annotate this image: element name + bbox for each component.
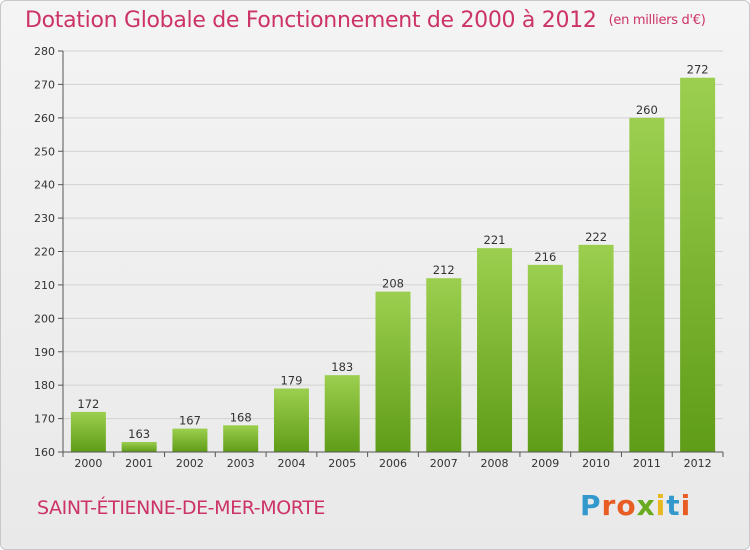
bar-2001 — [121, 441, 157, 452]
logo-letter: i — [680, 489, 692, 522]
bar-2011 — [629, 117, 665, 452]
y-tick-label: 180 — [34, 379, 55, 392]
bar-2009 — [527, 264, 563, 452]
data-label-2011: 260 — [636, 103, 658, 117]
bar-2005 — [324, 375, 360, 452]
chart-title: Dotation Globale de Fonctionnement de 20… — [25, 8, 706, 33]
x-tick-label: 2007 — [430, 457, 458, 470]
x-tick-label: 2002 — [176, 457, 204, 470]
x-tick-label: 2008 — [481, 457, 509, 470]
y-tick-label: 270 — [34, 78, 55, 91]
y-tick-label: 230 — [34, 212, 55, 225]
bar-2006 — [375, 291, 411, 452]
y-tick-label: 220 — [34, 246, 55, 259]
x-axis-tick-labels: 2000 2001 2002 2003 2004 2005 2006 2007 2008 2009… — [62, 452, 724, 470]
data-label-2012: 272 — [687, 63, 709, 77]
data-label-2008: 221 — [484, 233, 506, 247]
x-tick-label: 2009 — [531, 457, 559, 470]
data-label-2006: 208 — [382, 277, 404, 291]
data-label-2007: 212 — [433, 263, 455, 277]
bar-2002 — [172, 428, 208, 452]
bar-2012 — [680, 77, 716, 452]
logo-letter: i — [655, 489, 667, 522]
bar-2010 — [578, 244, 614, 452]
y-tick-label: 250 — [34, 145, 55, 158]
data-label-2010: 222 — [585, 230, 607, 244]
bar-2000 — [70, 411, 106, 452]
data-label-2002: 167 — [179, 414, 201, 428]
bar-2007 — [426, 278, 462, 452]
logo-letter: t — [666, 489, 681, 522]
data-label-2000: 172 — [77, 397, 99, 411]
x-tick-label: 2003 — [227, 457, 255, 470]
data-labels: 172 163 167 168 179 183 208 212 221 216 222 260 272 — [77, 63, 708, 441]
logo-letter: x — [636, 489, 656, 522]
y-axis-tick-labels: 160 170 180 190 200 210 220 230 240 250 260 270 280 — [34, 45, 63, 459]
data-label-2003: 168 — [230, 410, 252, 424]
x-tick-label: 2012 — [684, 457, 712, 470]
x-tick-label: 2005 — [328, 457, 356, 470]
title-text: Dotation Globale de Fonctionnement de 20… — [25, 8, 597, 33]
proxiti-logo: Proxiti — [580, 489, 691, 522]
unit-note: (en milliers d'€) — [608, 13, 706, 28]
y-tick-label: 280 — [34, 45, 55, 58]
x-tick-label: 2011 — [633, 457, 661, 470]
y-tick-label: 190 — [34, 346, 55, 359]
y-tick-label: 200 — [34, 312, 55, 325]
bars — [70, 77, 716, 452]
axes — [62, 51, 723, 453]
logo-letter: o — [616, 489, 637, 522]
y-tick-label: 160 — [34, 446, 55, 459]
bar-2004 — [273, 388, 309, 452]
y-tick-label: 260 — [34, 112, 55, 125]
data-label-2004: 179 — [280, 374, 302, 388]
y-tick-label: 240 — [34, 179, 55, 192]
commune-name: SAINT-ÉTIENNE-DE-MER-MORTE — [37, 497, 326, 519]
x-tick-label: 2004 — [277, 457, 305, 470]
y-tick-label: 170 — [34, 413, 55, 426]
logo-letter: r — [601, 489, 617, 522]
bar-2003 — [223, 425, 259, 452]
x-tick-label: 2010 — [582, 457, 610, 470]
y-tick-label: 210 — [34, 279, 55, 292]
data-label-2009: 216 — [534, 250, 556, 264]
bar-2008 — [477, 248, 513, 452]
data-label-2005: 183 — [331, 360, 353, 374]
x-tick-label: 2006 — [379, 457, 407, 470]
data-label-2001: 163 — [128, 427, 150, 441]
x-tick-label: 2001 — [125, 457, 153, 470]
x-tick-label: 2000 — [74, 457, 102, 470]
logo-letter: P — [580, 489, 602, 522]
